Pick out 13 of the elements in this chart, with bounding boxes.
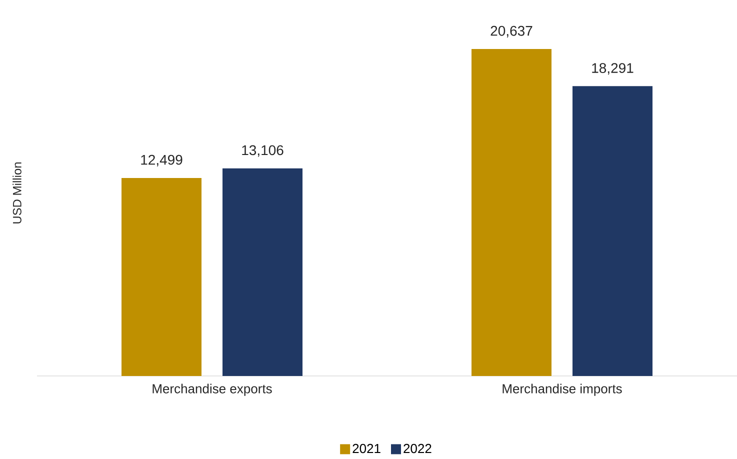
bar — [472, 49, 552, 376]
bar — [122, 178, 202, 376]
legend-label: 2022 — [404, 444, 432, 454]
data-label: 20,637 — [490, 26, 532, 38]
data-label: 12,499 — [141, 154, 182, 166]
y-axis-title: USD Million — [12, 162, 22, 224]
bar — [572, 86, 653, 376]
data-label: 13,106 — [242, 145, 284, 157]
data-label: 18,291 — [592, 63, 634, 75]
x-tick-label: Merchandise imports — [502, 384, 622, 396]
legend-label: 2021 — [352, 444, 380, 454]
x-tick-label: Merchandise exports — [152, 384, 272, 396]
bar — [222, 168, 303, 376]
